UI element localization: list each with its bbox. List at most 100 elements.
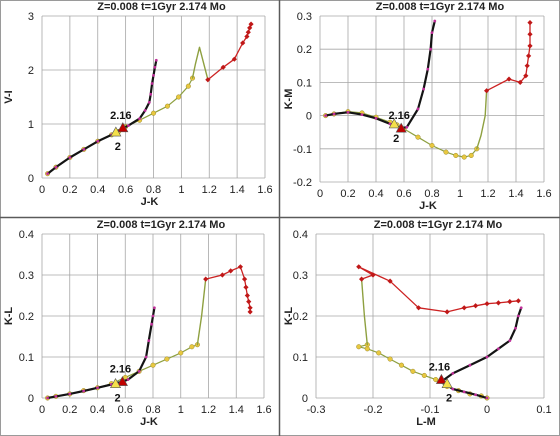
series-yellow-point [376, 350, 382, 356]
series-red-point [203, 276, 209, 282]
series-black-point [468, 363, 472, 367]
series-black-point [46, 172, 49, 176]
series-black-point [426, 67, 430, 71]
series-red-point [515, 298, 521, 304]
x-axis-label: J-K [141, 196, 159, 208]
x-tick-label: 0.1 [536, 404, 551, 416]
chart-title: Z=0.008 t=1Gyr 2.174 Mo [97, 219, 226, 231]
series-red-point [527, 43, 533, 49]
series-red-point [231, 56, 237, 62]
marker-label: 2.16 [429, 362, 450, 374]
series-red-line [358, 266, 519, 313]
series-black-point [82, 147, 86, 151]
series-black-point [96, 386, 99, 390]
x-tick-label: 0.6 [118, 184, 133, 196]
y-tick-label: 0.2 [293, 311, 308, 323]
series-red-point [444, 309, 450, 315]
marker-red-triangle [116, 375, 128, 386]
series-red-point [507, 299, 513, 305]
x-axis-label: J-K [140, 416, 158, 428]
x-tick-label: 1 [178, 404, 184, 416]
series-red-point [527, 20, 533, 26]
series-red-point [244, 292, 250, 299]
marker-red-triangle [117, 122, 129, 133]
series-yellow-point [415, 134, 421, 140]
marker-yellow-triangle [110, 126, 122, 137]
series-yellow-point [185, 83, 191, 89]
series-black-point [416, 107, 420, 111]
x-tick-label: 1.4 [229, 184, 244, 196]
series-black-point [360, 113, 364, 117]
series-red-point [205, 77, 211, 83]
series-black-point [508, 339, 512, 342]
x-tick-label: 1.4 [508, 188, 523, 200]
series-red-point [240, 40, 246, 46]
x-tick-label: 0.8 [424, 188, 439, 200]
series-yellow-point [429, 142, 435, 149]
x-tick-label: 0.4 [90, 404, 105, 416]
y-tick-label: -0.2 [293, 177, 312, 189]
series-black-point [137, 369, 141, 373]
series-black-point [152, 74, 155, 77]
x-axis-label: J-K [419, 200, 437, 212]
series-black-line [440, 306, 523, 400]
series-black-point [374, 116, 378, 120]
series-black-point [54, 165, 58, 169]
series-yellow-point [398, 362, 405, 368]
series-black-point [324, 114, 327, 117]
y-axis-label: K-L [283, 307, 295, 326]
series-yellow-point [468, 152, 474, 158]
series-black-point [54, 394, 58, 398]
y-axis-label: V-I [3, 90, 15, 103]
series-black-point [346, 110, 350, 114]
series-black-point [429, 47, 432, 51]
series-red-point [495, 300, 501, 306]
y-tick-label: 2 [28, 65, 34, 77]
series-black-point [143, 109, 147, 112]
series-red-point [473, 303, 479, 309]
marker-label: 2 [115, 141, 121, 153]
marker-label: 2 [114, 393, 120, 405]
x-tick-label: 1 [178, 184, 184, 196]
series-black-point [451, 372, 455, 375]
y-tick-label: 0 [28, 393, 34, 405]
x-tick-label: 1.2 [202, 184, 217, 196]
series-yellow-point [189, 344, 195, 350]
x-tick-label: -0.1 [421, 404, 440, 416]
marker-yellow-triangle [110, 378, 122, 388]
series-red-point [523, 73, 529, 79]
series-black-point [430, 31, 434, 34]
x-tick-label: 1.6 [256, 404, 271, 416]
y-tick-label: 0.3 [297, 11, 312, 23]
series-red-point [228, 268, 234, 274]
series-black-point [127, 124, 130, 128]
series-black-point [151, 314, 155, 318]
series-black-line [46, 59, 158, 175]
series-black-point [153, 65, 157, 69]
series-black-point [150, 322, 154, 326]
series-red-point [241, 276, 248, 282]
y-tick-label: 0.1 [19, 352, 34, 364]
series-yellow-point [421, 372, 427, 378]
series-red-point [527, 31, 533, 37]
x-axis-label: L-M [416, 416, 436, 428]
chart-panel-tl: 0 1 2 3 0 0.2 0.4 0.6 0.8 1 1.2 1.4 1.6 Z=0.008 t=1Gy… [3, 1, 273, 208]
y-tick-label: 0 [28, 173, 34, 185]
series-red-point [219, 272, 225, 278]
series-black-point [96, 139, 100, 143]
series-black-line [46, 306, 156, 400]
series-red-point [246, 299, 252, 305]
series-black-point [126, 378, 130, 381]
x-tick-label: -0.3 [307, 404, 326, 416]
y-axis-label: K-M [283, 89, 295, 110]
y-tick-label: 0.2 [297, 44, 312, 56]
series-black-line [324, 19, 436, 130]
x-tick-label: 0.6 [118, 404, 133, 416]
series-black-point [451, 387, 455, 391]
y-tick-label: 0.3 [293, 270, 308, 282]
series-yellow-point [178, 350, 184, 356]
y-axis-label: K-L [3, 307, 15, 326]
x-tick-label: 1.6 [536, 188, 551, 200]
y-tick-label: 0.4 [293, 229, 308, 241]
series-olive-line [191, 46, 209, 81]
